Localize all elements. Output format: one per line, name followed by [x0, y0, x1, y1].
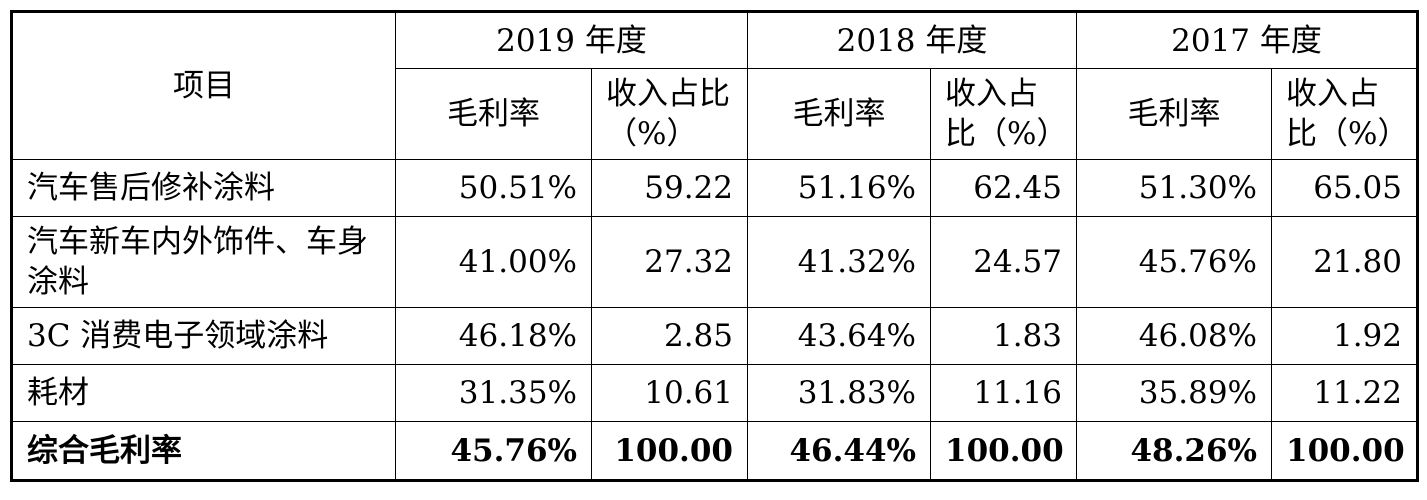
table-row: 汽车新车内外饰件、车身涂料 41.00% 27.32 41.32% 24.57 …: [11, 216, 1418, 308]
total-margin-2017: 48.26%: [1076, 421, 1272, 481]
share-header-2018: 收入占比（%）: [930, 68, 1077, 160]
cell-margin-2018: 31.83%: [747, 364, 931, 422]
year-header-2017: 2017 年度: [1076, 11, 1418, 69]
year-header-2018: 2018 年度: [747, 11, 1077, 69]
cell-share-2017: 65.05: [1271, 159, 1418, 217]
cell-share-2019: 27.32: [591, 216, 748, 308]
table-row: 汽车售后修补涂料 50.51% 59.22 51.16% 62.45 51.30…: [11, 159, 1418, 217]
header-row-metrics: 毛利率 收入占比（%） 毛利率 收入占比（%） 毛利率 收入占比（%）: [12, 68, 1418, 160]
total-margin-2019: 45.76%: [395, 421, 592, 481]
cell-margin-2017: 45.76%: [1076, 216, 1272, 308]
margin-header-2018: 毛利率: [747, 68, 931, 160]
year-header-2019: 2019 年度: [395, 11, 748, 69]
total-row: 综合毛利率 45.76% 100.00 46.44% 100.00 48.26%…: [11, 421, 1418, 481]
cell-margin-2018: 43.64%: [747, 307, 931, 365]
cell-share-2017: 21.80: [1271, 216, 1418, 308]
share-header-2017: 收入占比（%）: [1271, 68, 1418, 160]
cell-share-2019: 2.85: [591, 307, 748, 365]
cell-margin-2018: 51.16%: [747, 159, 931, 217]
cell-share-2019: 59.22: [591, 159, 748, 217]
cell-margin-2017: 46.08%: [1076, 307, 1272, 365]
total-share-2019: 100.00: [591, 421, 748, 481]
margin-header-2017: 毛利率: [1076, 68, 1272, 160]
row-label: 3C 消费电子领域涂料: [11, 307, 396, 365]
cell-margin-2019: 50.51%: [395, 159, 592, 217]
cell-margin-2017: 51.30%: [1076, 159, 1272, 217]
cell-share-2018: 24.57: [930, 216, 1077, 308]
table-row: 耗材 31.35% 10.61 31.83% 11.16 35.89% 11.2…: [11, 364, 1418, 422]
gross-margin-table: 项目 2019 年度 2018 年度 2017 年度 毛利率 收入占比（%） 毛…: [10, 10, 1419, 482]
row-label: 汽车新车内外饰件、车身涂料: [11, 216, 396, 308]
cell-share-2018: 11.16: [930, 364, 1077, 422]
margin-header-2019: 毛利率: [395, 68, 592, 160]
total-share-2018: 100.00: [930, 421, 1077, 481]
cell-share-2017: 11.22: [1271, 364, 1418, 422]
table-row: 3C 消费电子领域涂料 46.18% 2.85 43.64% 1.83 46.0…: [11, 307, 1418, 365]
total-label: 综合毛利率: [11, 421, 396, 481]
cell-margin-2018: 41.32%: [747, 216, 931, 308]
cell-share-2019: 10.61: [591, 364, 748, 422]
cell-margin-2019: 41.00%: [395, 216, 592, 308]
cell-share-2018: 62.45: [930, 159, 1077, 217]
total-margin-2018: 46.44%: [747, 421, 931, 481]
cell-margin-2019: 31.35%: [395, 364, 592, 422]
project-header: 项目: [11, 11, 396, 160]
row-label: 耗材: [11, 364, 396, 422]
cell-margin-2017: 35.89%: [1076, 364, 1272, 422]
total-share-2017: 100.00: [1271, 421, 1418, 481]
cell-margin-2019: 46.18%: [395, 307, 592, 365]
cell-share-2017: 1.92: [1271, 307, 1418, 365]
row-label: 汽车售后修补涂料: [11, 159, 396, 217]
share-header-2019: 收入占比（%）: [591, 68, 748, 160]
header-row-years: 项目 2019 年度 2018 年度 2017 年度: [11, 11, 1418, 160]
cell-share-2018: 1.83: [930, 307, 1077, 365]
